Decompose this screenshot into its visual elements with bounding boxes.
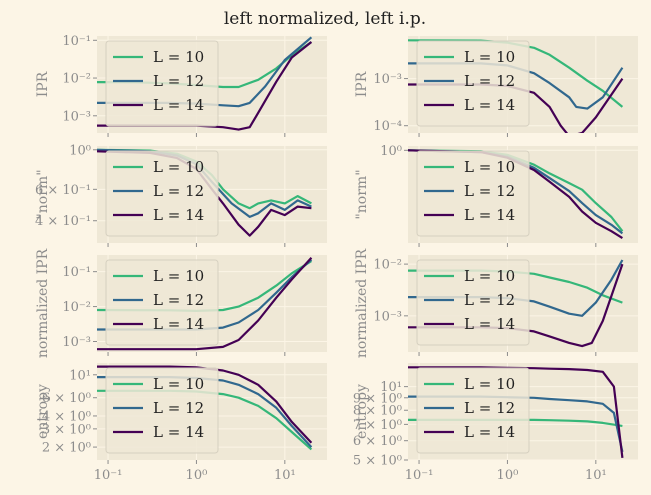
legend-label: L = 12 — [464, 182, 515, 200]
legend-label: L = 14 — [153, 206, 204, 224]
legend-label: L = 12 — [464, 72, 515, 90]
legend-label: L = 10 — [464, 267, 515, 285]
y-tick-label: 9 × 10⁰ — [353, 391, 402, 406]
legend-label: L = 10 — [153, 48, 204, 66]
x-tick-label: 10¹ — [585, 468, 607, 483]
x-tick-label: 10⁻¹ — [94, 468, 123, 483]
legend-label: L = 12 — [153, 291, 204, 309]
y-tick-label: 10¹ — [69, 368, 91, 383]
y-tick-label: 7 × 10⁰ — [353, 418, 402, 433]
legend-label: L = 12 — [464, 291, 515, 309]
y-tick-label: 6 × 10⁻¹ — [35, 183, 91, 198]
x-tick-label: 10¹ — [274, 468, 296, 483]
y-axis-label: entropy — [35, 384, 51, 439]
y-tick-label: 10⁻¹ — [62, 34, 91, 49]
y-axis-label: "norm" — [35, 169, 51, 219]
y-tick-label: 10⁰ — [380, 144, 402, 159]
legend-label: L = 12 — [153, 72, 204, 90]
y-axis-label: IPR — [354, 71, 370, 97]
y-tick-label: 10⁻³ — [373, 309, 402, 324]
legend-label: L = 14 — [153, 315, 204, 333]
y-tick-label: 5 × 10⁰ — [353, 454, 402, 469]
panel-norm_right: 10⁰ "norm" L = 10 L = 12 L = 14 — [354, 144, 638, 247]
y-tick-label: 10⁻² — [62, 300, 91, 315]
y-tick-label: 4 × 10⁻¹ — [35, 214, 91, 229]
y-axis-label: normalized IPR — [354, 248, 370, 358]
legend-label: L = 12 — [153, 182, 204, 200]
y-axis-label: normalized IPR — [35, 248, 51, 358]
legend-label: L = 10 — [464, 375, 515, 393]
legend-label: L = 14 — [464, 315, 515, 333]
legend-label: L = 10 — [464, 158, 515, 176]
legend-label: L = 10 — [464, 48, 515, 66]
legend-label: L = 10 — [153, 267, 204, 285]
legend-label: L = 12 — [464, 399, 515, 417]
y-tick-label: 10⁻⁴ — [373, 119, 402, 134]
panel-ipr_left: 10⁻¹ 10⁻² 10⁻³ IPR L = 10 L = 12 L = 14 — [35, 34, 327, 137]
y-tick-label: 8 × 10⁰ — [353, 404, 402, 419]
legend-label: L = 14 — [464, 423, 515, 441]
y-tick-label: 10⁻¹ — [62, 265, 91, 280]
x-tick-label: 10⁰ — [186, 468, 208, 483]
panel-nipr_left: 10⁻¹ 10⁻² 10⁻³ normalized IPR L = 10 L = 12 L … — [35, 248, 327, 358]
y-tick-label: 6 × 10⁰ — [353, 434, 402, 449]
panel-ipr_right: 10⁻³ 10⁻⁴ IPR L = 10 L = 12 L = 14 — [354, 36, 638, 137]
y-tick-label: 10⁻³ — [373, 72, 402, 87]
y-tick-label: 2 × 10⁰ — [42, 441, 91, 456]
legend-label: L = 14 — [153, 96, 204, 114]
y-tick-label: 10⁻² — [373, 258, 402, 273]
y-tick-label: 3 × 10⁰ — [42, 422, 91, 437]
y-tick-label: 6 × 10⁰ — [42, 391, 91, 406]
y-tick-label: 4 × 10⁰ — [42, 409, 91, 424]
legend-label: L = 10 — [153, 375, 204, 393]
x-tick-label: 10⁻¹ — [405, 468, 434, 483]
y-tick-label: 10¹ — [380, 380, 402, 395]
legend-label: L = 14 — [464, 206, 515, 224]
series-line-L14 — [97, 257, 313, 351]
y-axis-label: IPR — [35, 71, 51, 97]
y-axis-label: "norm" — [354, 169, 370, 219]
figure-title: left normalized, left i.p. — [224, 9, 426, 29]
legend-label: L = 12 — [153, 399, 204, 417]
y-tick-label: 10⁻² — [62, 72, 91, 87]
legend-label: L = 14 — [153, 423, 204, 441]
legend-label: L = 10 — [153, 158, 204, 176]
y-tick-label: 10⁻³ — [62, 109, 91, 124]
y-axis-label: entropy — [354, 384, 370, 439]
legend-label: L = 14 — [464, 96, 515, 114]
x-tick-label: 10⁰ — [497, 468, 519, 483]
series-line-L14 — [97, 365, 313, 444]
panel-norm_left: 10⁰ 6 × 10⁻¹ 4 × 10⁻¹"norm" L = 10 L = 12 L =… — [35, 143, 327, 247]
y-tick-label: 10⁻³ — [62, 335, 91, 350]
y-tick-label: 10⁰ — [69, 143, 91, 158]
